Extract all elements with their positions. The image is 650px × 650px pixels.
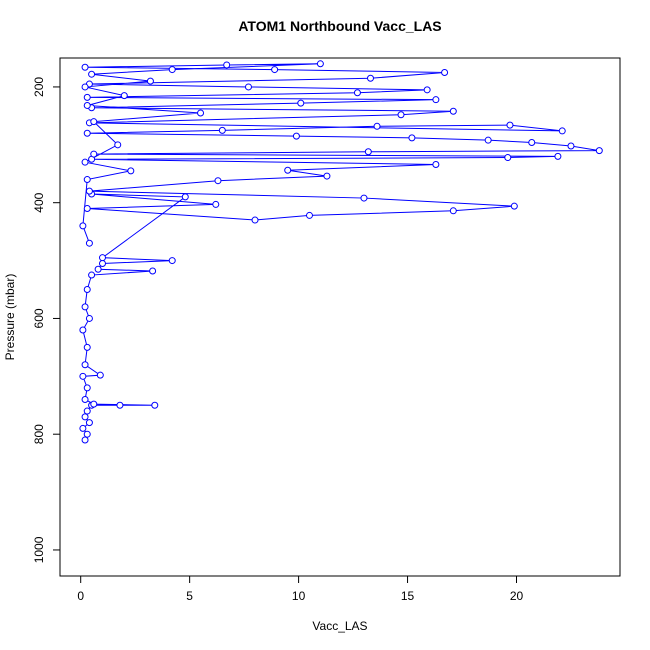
point [94,265,102,273]
point [81,413,89,421]
point [423,86,431,94]
point [408,134,416,142]
point [244,83,252,91]
y-tick-label: 800 [32,424,46,444]
point [397,111,405,119]
point [197,109,205,117]
point [85,187,93,195]
x-tick-label: 20 [510,589,524,603]
point [81,83,89,91]
point [360,194,368,202]
point [449,107,457,115]
x-tick-label: 15 [401,589,415,603]
point [120,92,128,100]
point [323,172,331,180]
point [83,407,91,415]
y-axis-label: Pressure (mbar) [3,274,17,361]
point [151,401,159,409]
point [85,239,93,247]
point [79,424,87,432]
point [146,77,154,85]
point [558,127,566,135]
point [510,202,518,210]
point [98,259,106,267]
x-axis-label: Vacc_LAS [312,619,367,633]
point [449,207,457,215]
point [90,400,98,408]
point [90,118,98,126]
point [567,142,575,150]
point [81,395,89,403]
point [251,216,259,224]
point [367,74,375,82]
point [79,326,87,334]
point [83,204,91,212]
point [181,193,189,201]
point [83,129,91,137]
y-tick-label: 200 [32,77,46,97]
point [81,436,89,444]
point [83,101,91,109]
point [96,371,104,379]
point [353,89,361,97]
point [506,121,514,129]
y-tick-label: 600 [32,308,46,328]
point [88,70,96,78]
y-tick-label: 400 [32,192,46,212]
point [212,200,220,208]
point [116,401,124,409]
x-tick-label: 10 [292,589,306,603]
point [223,61,231,69]
point [595,147,603,155]
point [83,343,91,351]
point [81,158,89,166]
point [81,361,89,369]
point [373,122,381,130]
point [98,254,106,262]
point [83,384,91,392]
point [364,148,372,156]
point [168,66,176,74]
point [114,141,122,149]
point [83,93,91,101]
point [554,152,562,160]
point [271,66,279,74]
point [218,126,226,134]
point [214,177,222,185]
x-tick-label: 5 [186,589,193,603]
x-tick-label: 0 [77,589,84,603]
point [305,211,313,219]
y-tick-label: 1000 [32,536,46,563]
point [432,96,440,104]
point [81,63,89,71]
chart-title: ATOM1 Northbound Vacc_LAS [238,18,441,34]
point [85,419,93,427]
point [83,286,91,294]
point [83,430,91,438]
point [316,60,324,68]
point [85,314,93,322]
point [504,154,512,162]
point [528,139,536,147]
point [292,132,300,140]
point [79,372,87,380]
point [79,222,87,230]
point [484,136,492,144]
point [297,99,305,107]
point [88,271,96,279]
point [90,150,98,158]
point [432,160,440,168]
point [441,68,449,76]
point [81,303,89,311]
point [168,257,176,265]
point [83,176,91,184]
point [127,167,135,175]
point [284,166,292,174]
point [149,267,157,275]
